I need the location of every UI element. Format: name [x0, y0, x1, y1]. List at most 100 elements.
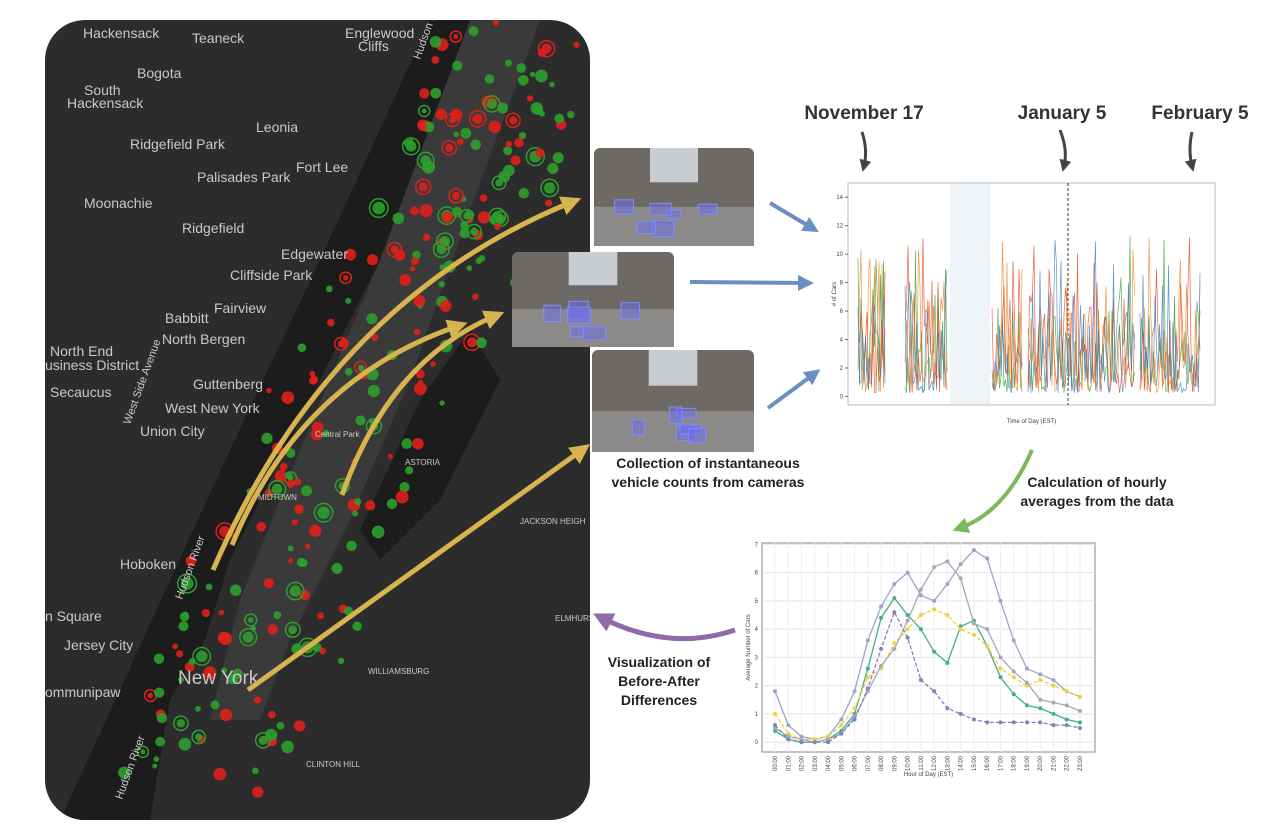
- sensor-dot: [410, 206, 419, 216]
- trace-decoration: [1027, 239, 1135, 394]
- sensor-dot: [430, 87, 442, 99]
- series-point: [1051, 700, 1056, 705]
- sensor-dot: [545, 199, 553, 207]
- detection-box: [636, 220, 656, 235]
- sensor-dot: [505, 140, 513, 148]
- series-point: [905, 635, 910, 640]
- series-point: [1051, 677, 1056, 682]
- river: [60, 20, 470, 820]
- detection-box: [688, 428, 707, 444]
- sensor-dot: [439, 400, 445, 406]
- sensor-dot: [342, 275, 349, 281]
- sensor-dot: [422, 160, 436, 174]
- y-tick-label: 6: [755, 571, 759, 577]
- series-point: [918, 593, 923, 598]
- x-tick-label: 18:00: [1012, 755, 1018, 771]
- series-point: [971, 548, 976, 553]
- series-point: [1064, 703, 1069, 708]
- sensor-dot: [185, 555, 197, 567]
- arrow: [229, 319, 468, 546]
- series-point: [971, 717, 976, 722]
- sensor-dot: [435, 108, 447, 120]
- sensor-dot: [518, 132, 527, 140]
- sensor-dot: [413, 294, 426, 307]
- x-tick-label: 00:00: [773, 755, 779, 771]
- series-point: [799, 740, 804, 745]
- sensor-dot: [412, 250, 421, 260]
- sensor-dot: [460, 127, 472, 139]
- sensor-ring: [339, 271, 353, 285]
- sensor-dot: [279, 462, 288, 471]
- y-axis-label: Average Number of Cars: [746, 614, 752, 680]
- sensor-dot: [310, 375, 319, 384]
- series-point: [892, 596, 897, 601]
- sensor-dot: [287, 545, 294, 552]
- trace-decoration: [1027, 249, 1135, 393]
- sensor-dot: [412, 437, 424, 450]
- map-label: WILLIAMSBURG: [368, 667, 429, 676]
- sensor-dot: [317, 612, 325, 620]
- sensor-dot: [301, 485, 312, 497]
- trace-decoration: [1139, 265, 1201, 394]
- sensor-dot: [445, 143, 454, 152]
- date-label: February 5: [1151, 103, 1249, 124]
- series-point: [971, 621, 976, 626]
- sensor-dot: [175, 650, 184, 658]
- sensor-dot: [218, 609, 225, 616]
- sensor-dot: [399, 274, 412, 286]
- sensor-dot: [401, 438, 413, 449]
- camera-images: [512, 148, 754, 452]
- sensor-dot: [510, 155, 521, 166]
- sensor-dot: [345, 297, 352, 304]
- sensor-dot: [470, 227, 479, 236]
- arrows: [210, 129, 1197, 693]
- series-point: [826, 740, 831, 745]
- sensor-dot: [322, 429, 330, 437]
- trace-decoration: [991, 325, 1023, 394]
- y-tick-label: 7: [755, 542, 759, 548]
- sensor-dot: [367, 254, 379, 266]
- sensor-dot: [294, 504, 304, 514]
- map-label: Teaneck: [192, 30, 245, 46]
- sensor-dot: [219, 708, 233, 722]
- series-point: [865, 638, 870, 643]
- series-point: [1024, 720, 1029, 725]
- x-tick-label: 19:00: [1025, 755, 1031, 771]
- arrow: [768, 201, 819, 233]
- map-label: ASTORIA: [405, 458, 441, 467]
- series-point: [799, 737, 804, 742]
- map-label: Union City: [140, 423, 205, 439]
- sensor-dot: [441, 211, 453, 223]
- map-label: Edgewater: [281, 246, 348, 262]
- map-label: Ridgefield: [182, 220, 244, 236]
- sensor-dot: [452, 60, 463, 71]
- sensor-dot: [252, 767, 259, 775]
- sensor-dot: [317, 506, 330, 519]
- sensor-dot: [273, 611, 282, 620]
- series-line: [774, 610, 1081, 743]
- map-label: Fairview: [214, 300, 267, 316]
- sensor-dot: [281, 391, 295, 404]
- sensor-dot: [153, 653, 165, 664]
- arrow: [246, 444, 591, 693]
- trace-decoration: [1027, 236, 1135, 393]
- sensor-dot: [484, 74, 495, 84]
- series-point: [879, 646, 884, 651]
- sensor-dot: [195, 705, 201, 712]
- map-label: West New York: [165, 400, 261, 416]
- detection-box: [631, 419, 645, 436]
- series-point: [839, 717, 844, 722]
- series-point: [918, 587, 923, 592]
- sensor-dot: [352, 510, 359, 517]
- arrow: [593, 613, 736, 642]
- series-point: [1078, 725, 1082, 730]
- sensor-dot: [423, 121, 435, 133]
- map-label: Leonia: [256, 119, 298, 135]
- series-point: [971, 632, 976, 637]
- y-tick-label: 1: [755, 712, 759, 718]
- map-label: Hackensack: [67, 95, 144, 111]
- series-point: [905, 570, 910, 575]
- sensor-dot: [311, 421, 324, 433]
- sensor-dot: [421, 108, 427, 114]
